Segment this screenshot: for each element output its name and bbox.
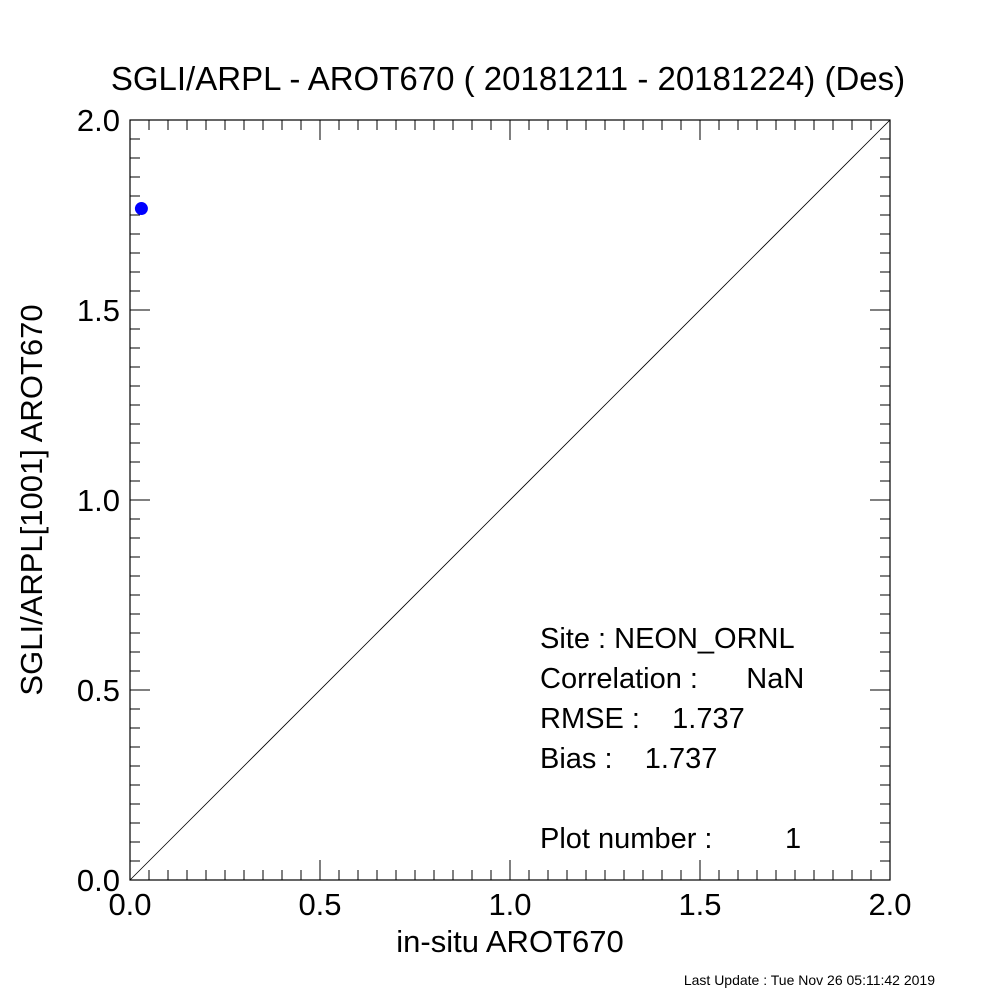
last-update-footer: Last Update : Tue Nov 26 05:11:42 2019 — [684, 972, 935, 988]
y-tick-label: 1.5 — [77, 293, 120, 328]
data-points — [134, 202, 148, 216]
x-tick-label: 2.0 — [868, 887, 911, 922]
stat-site: Site : NEON_ORNL — [540, 623, 795, 655]
stat-bias: Bias : 1.737 — [540, 743, 717, 775]
x-tick-label: 0.5 — [298, 887, 341, 922]
chart-title: SGLI/ARPL - AROT670 ( 20181211 - 2018122… — [111, 60, 905, 97]
y-tick-label: 2.0 — [77, 103, 120, 138]
axis-tick-labels: 0.0 0.5 1.0 1.5 2.0 0.0 0.5 1.0 1.5 2.0 — [77, 103, 912, 922]
stats-panel: Site : NEON_ORNL Correlation : NaN RMSE … — [540, 623, 804, 855]
x-axis-title: in-situ AROT670 — [396, 924, 623, 959]
axis-ticks — [129, 119, 891, 881]
x-tick-label: 1.0 — [488, 887, 531, 922]
y-axis-title: SGLI/ARPL[1001] AROT670 — [14, 304, 49, 695]
data-point — [134, 202, 148, 216]
y-tick-label: 0.0 — [77, 863, 120, 898]
stat-plot-number: Plot number : 1 — [540, 823, 801, 855]
x-tick-label: 0.0 — [108, 887, 151, 922]
y-tick-label: 0.5 — [77, 673, 120, 708]
stat-rmse: RMSE : 1.737 — [540, 703, 745, 735]
x-tick-label: 1.5 — [678, 887, 721, 922]
y-tick-label: 1.0 — [77, 483, 120, 518]
stat-correlation: Correlation : NaN — [540, 663, 804, 695]
one-to-one-line — [129, 119, 891, 881]
